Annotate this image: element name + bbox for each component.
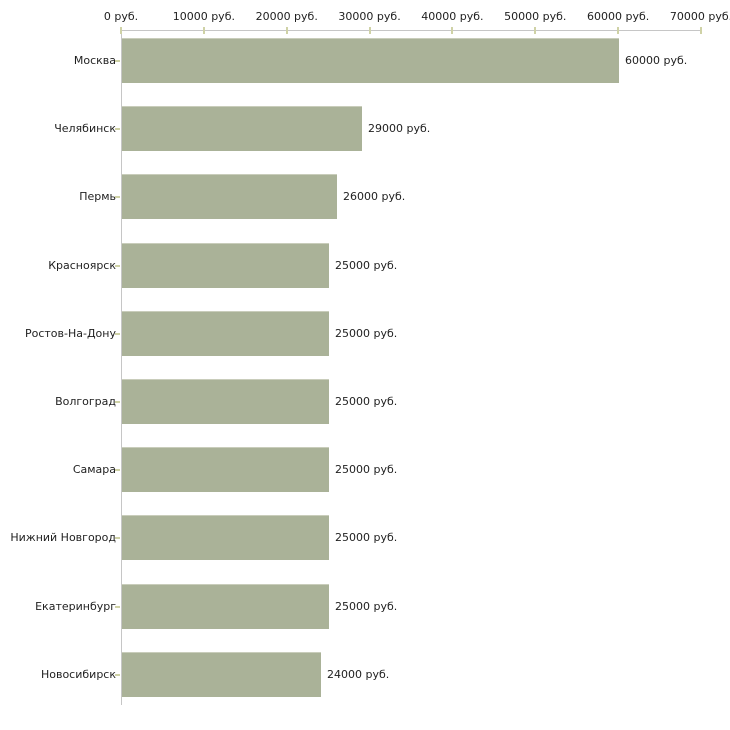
- x-axis-tick-mark: [534, 27, 537, 34]
- value-label: 25000 руб.: [335, 531, 398, 544]
- category-label: Москва: [73, 54, 116, 67]
- value-label: 60000 руб.: [625, 54, 688, 67]
- x-axis-tick-mark: [617, 27, 620, 34]
- bar: [122, 515, 329, 560]
- y-axis-line: [121, 30, 122, 705]
- bar: [122, 243, 329, 288]
- x-axis-tick-label: 30000 руб.: [338, 10, 401, 23]
- y-axis-tick-mark: [115, 674, 120, 676]
- value-label: 25000 руб.: [335, 600, 398, 613]
- x-axis-tick-label: 40000 руб.: [421, 10, 484, 23]
- category-label: Пермь: [79, 190, 116, 203]
- category-label: Ростов-На-Дону: [24, 327, 116, 340]
- x-axis-tick-mark: [285, 27, 288, 34]
- x-axis-tick-label: 20000 руб.: [255, 10, 318, 23]
- value-label: 26000 руб.: [343, 190, 406, 203]
- x-axis-tick-mark: [700, 27, 702, 34]
- x-axis-tick-label: 10000 руб.: [172, 10, 235, 23]
- y-axis-tick-mark: [115, 537, 120, 539]
- value-label: 25000 руб.: [335, 259, 398, 272]
- x-axis-tick-label: 0 руб.: [103, 10, 139, 23]
- x-axis-tick-label: 60000 руб.: [587, 10, 650, 23]
- bar: [122, 379, 329, 424]
- bar: [122, 38, 619, 83]
- x-axis-tick-mark: [368, 27, 371, 34]
- bar: [122, 174, 337, 219]
- y-axis-tick-mark: [115, 128, 120, 130]
- y-axis-tick-mark: [115, 606, 120, 608]
- bar: [122, 447, 329, 492]
- y-axis-tick-mark: [115, 333, 120, 335]
- bar: [122, 106, 362, 151]
- y-axis-tick-mark: [115, 401, 120, 403]
- x-axis-tick-mark: [120, 27, 122, 34]
- value-label: 25000 руб.: [335, 327, 398, 340]
- y-axis-tick-mark: [115, 196, 120, 198]
- x-axis-tick-mark: [202, 27, 205, 34]
- value-label: 25000 руб.: [335, 395, 398, 408]
- x-axis-tick-mark: [451, 27, 454, 34]
- value-label: 25000 руб.: [335, 463, 398, 476]
- category-label: Красноярск: [48, 259, 116, 272]
- category-label: Екатеринбург: [35, 600, 116, 613]
- y-axis-tick-mark: [115, 469, 120, 471]
- category-label: Нижний Новгород: [10, 531, 116, 544]
- bar: [122, 652, 321, 697]
- category-label: Челябинск: [54, 122, 116, 135]
- y-axis-tick-mark: [115, 60, 120, 62]
- bar: [122, 311, 329, 356]
- x-axis-line: [121, 30, 702, 31]
- category-label: Новосибирск: [40, 668, 116, 681]
- x-axis-tick-label: 50000 руб.: [504, 10, 567, 23]
- category-label: Самара: [72, 463, 116, 476]
- x-axis-tick-label: 70000 руб.: [669, 10, 730, 23]
- value-label: 29000 руб.: [368, 122, 431, 135]
- bar: [122, 584, 329, 629]
- y-axis-tick-mark: [115, 265, 120, 267]
- value-label: 24000 руб.: [327, 668, 390, 681]
- category-label: Волгоград: [55, 395, 116, 408]
